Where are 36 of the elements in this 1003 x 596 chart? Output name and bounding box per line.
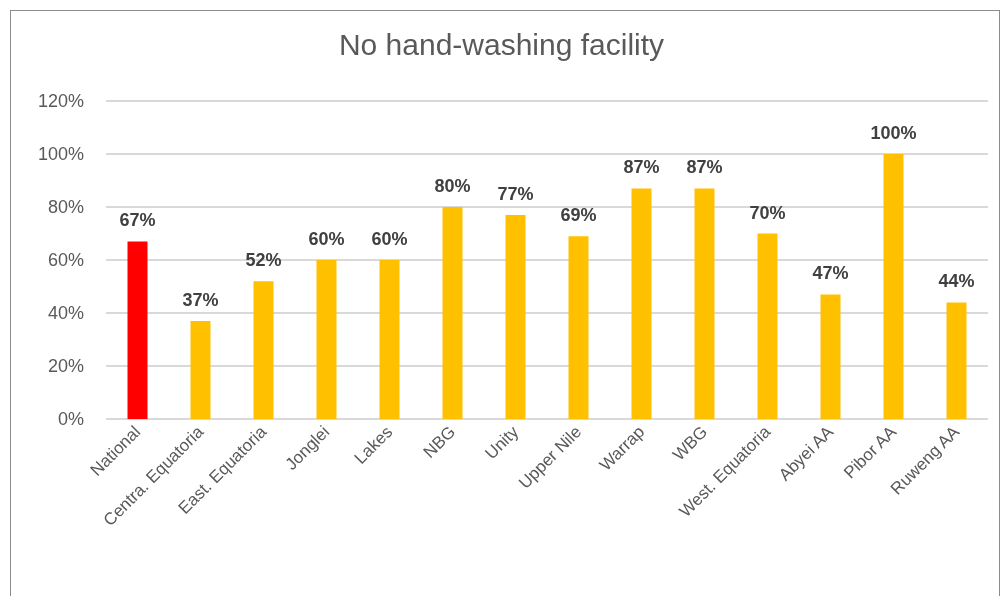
bar <box>631 188 652 419</box>
y-tick-label: 20% <box>47 356 84 376</box>
bar <box>568 236 589 419</box>
bar <box>127 241 148 419</box>
data-label: 67% <box>119 210 156 231</box>
bar <box>694 188 715 419</box>
data-label: 100% <box>870 123 917 143</box>
chart-title: No hand-washing facility <box>338 27 665 61</box>
bar <box>442 207 463 419</box>
bar <box>883 154 904 419</box>
y-tick-label: 60% <box>47 250 84 270</box>
y-tick-label: 100% <box>37 144 84 164</box>
data-label: 47% <box>812 263 849 284</box>
bar <box>820 294 841 419</box>
bar <box>253 281 274 419</box>
data-label: 87% <box>686 157 723 178</box>
data-label: 52% <box>245 250 282 271</box>
data-label: 69% <box>560 205 597 226</box>
data-label: 70% <box>749 202 786 223</box>
bar <box>946 302 967 419</box>
data-label: 60% <box>308 229 345 249</box>
y-tick-label: 80% <box>47 197 84 217</box>
y-tick-label: 120% <box>37 91 84 111</box>
y-tick-label: 40% <box>47 303 84 323</box>
data-label: 37% <box>182 289 219 310</box>
data-label: 80% <box>434 176 471 196</box>
bar <box>379 260 400 419</box>
y-tick-label: 0% <box>57 409 84 429</box>
bar <box>505 214 526 419</box>
data-label: 44% <box>938 271 975 292</box>
data-label: 77% <box>497 183 534 204</box>
data-label: 87% <box>623 157 660 178</box>
bar <box>190 320 211 419</box>
bar <box>316 260 337 419</box>
data-label: 60% <box>371 229 408 249</box>
bar <box>757 233 778 419</box>
